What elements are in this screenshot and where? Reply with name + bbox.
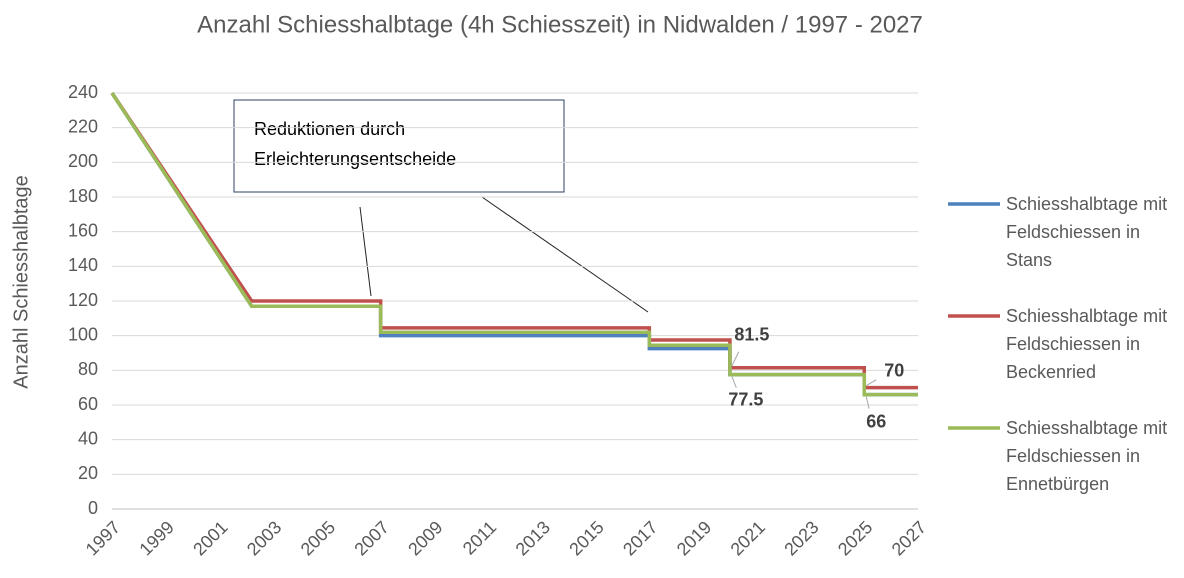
label-leader: [866, 379, 877, 387]
y-tick-label: 200: [68, 151, 98, 171]
x-tick-label: 2001: [189, 517, 231, 559]
y-axis-label: Anzahl Schiesshalbtage: [10, 175, 32, 388]
x-tick-label: 2003: [243, 517, 285, 559]
y-tick-label: 120: [68, 290, 98, 310]
y-tick-label: 80: [78, 359, 98, 379]
series-line: [110, 92, 918, 397]
x-tick-label: 2017: [619, 517, 661, 559]
y-tick-label: 0: [88, 498, 98, 518]
y-tick-label: 20: [78, 463, 98, 483]
data-label: 66: [866, 411, 886, 431]
x-tick-label: 2013: [512, 517, 554, 559]
label-leader: [731, 351, 740, 366]
y-tick-label: 40: [78, 428, 98, 448]
annotation-box: [233, 99, 565, 193]
y-tick-label: 140: [68, 255, 98, 275]
x-tick-label: 2025: [834, 517, 876, 559]
annotation-pointer: [481, 196, 649, 313]
y-tick-label: 160: [68, 220, 98, 240]
x-tick-label: 2015: [565, 517, 607, 559]
data-label: 70: [884, 360, 904, 380]
x-tick-label: 2027: [888, 517, 930, 559]
label-leader: [865, 396, 870, 409]
x-tick-label: 2005: [297, 517, 339, 559]
x-tick-label: 2023: [780, 517, 822, 559]
x-tick-label: 1999: [135, 517, 177, 559]
x-tick-label: 2007: [350, 517, 392, 559]
label-leader: [731, 376, 737, 388]
legend-label: Schiesshalbtage mit Feldschiessen in Sta…: [1006, 194, 1168, 270]
x-tick-label: 2011: [459, 517, 501, 559]
x-tick-label: 1997: [82, 517, 124, 559]
data-label: 77.5: [728, 389, 763, 409]
x-tick-label: 2019: [673, 517, 715, 559]
y-tick-label: 220: [68, 116, 98, 136]
y-tick-label: 240: [68, 82, 98, 102]
annotation-pointer: [359, 206, 372, 297]
y-tick-label: 180: [68, 186, 98, 206]
y-tick-label: 60: [78, 394, 98, 414]
chart-title: Anzahl Schiesshalbtage (4h Schiesszeit) …: [197, 11, 923, 38]
annotation-text: Reduktionen durch: [254, 119, 405, 139]
legend-label: Schiesshalbtage mit Feldschiessen in Bec…: [1006, 306, 1168, 382]
legend-label: Schiesshalbtage mit Feldschiessen in Enn…: [1006, 418, 1168, 494]
y-tick-label: 100: [68, 324, 98, 344]
annotation-text: Erleichterungsentscheide: [254, 149, 456, 169]
x-tick-label: 2021: [727, 517, 769, 559]
data-label: 81.5: [734, 324, 769, 344]
x-tick-label: 2009: [404, 517, 446, 559]
